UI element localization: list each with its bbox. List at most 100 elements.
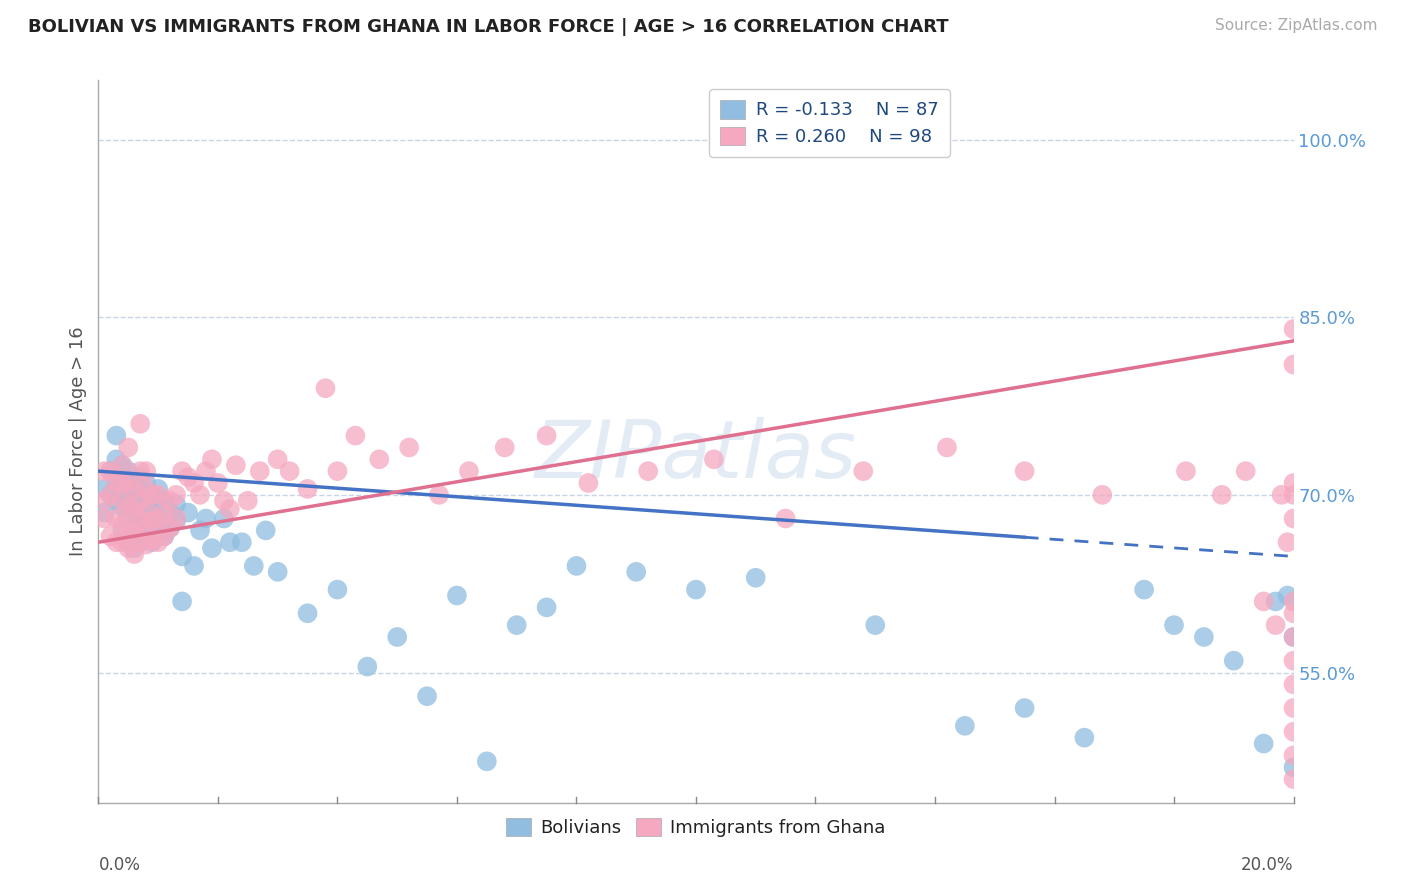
Point <box>98 529 122 543</box>
Point <box>135 488 157 502</box>
Point <box>212 493 235 508</box>
Point <box>865 618 887 632</box>
Point <box>297 482 319 496</box>
Point <box>172 549 194 564</box>
Point <box>124 506 146 520</box>
Point <box>159 493 181 508</box>
Point <box>1253 594 1275 608</box>
Point <box>124 521 146 535</box>
Point <box>745 571 768 585</box>
Point <box>1282 748 1305 763</box>
Point <box>111 535 134 549</box>
Point <box>141 488 163 502</box>
Point <box>135 482 157 496</box>
Point <box>243 558 266 573</box>
Point <box>1253 737 1275 751</box>
Point <box>1234 464 1257 478</box>
Point <box>1264 594 1286 608</box>
Point <box>219 502 242 516</box>
Point <box>135 502 157 516</box>
Point <box>148 535 170 549</box>
Point <box>111 482 134 496</box>
Point <box>195 511 218 525</box>
Point <box>356 659 378 673</box>
Point <box>506 618 529 632</box>
Point <box>105 511 128 525</box>
Point <box>172 594 194 608</box>
Point <box>111 493 134 508</box>
Point <box>135 514 157 528</box>
Point <box>315 381 337 395</box>
Point <box>153 529 176 543</box>
Point <box>141 521 163 535</box>
Point <box>398 441 420 455</box>
Point <box>578 475 600 490</box>
Point <box>117 441 139 455</box>
Text: 20.0%: 20.0% <box>1241 856 1294 874</box>
Point <box>626 565 648 579</box>
Point <box>93 482 115 496</box>
Point <box>188 488 211 502</box>
Point <box>458 464 481 478</box>
Point <box>446 589 468 603</box>
Point <box>685 582 707 597</box>
Text: BOLIVIAN VS IMMIGRANTS FROM GHANA IN LABOR FORCE | AGE > 16 CORRELATION CHART: BOLIVIAN VS IMMIGRANTS FROM GHANA IN LAB… <box>28 18 949 36</box>
Point <box>135 521 157 535</box>
Point <box>117 493 139 508</box>
Point <box>141 514 163 528</box>
Text: Source: ZipAtlas.com: Source: ZipAtlas.com <box>1215 18 1378 33</box>
Text: 0.0%: 0.0% <box>98 856 141 874</box>
Point <box>236 493 259 508</box>
Point <box>117 535 139 549</box>
Point <box>93 511 115 525</box>
Point <box>225 458 247 473</box>
Point <box>124 482 146 496</box>
Point <box>153 514 176 528</box>
Point <box>637 464 659 478</box>
Point <box>111 458 134 473</box>
Point <box>201 452 224 467</box>
Point <box>183 475 205 490</box>
Point <box>1223 654 1246 668</box>
Point <box>1014 701 1036 715</box>
Point <box>148 497 170 511</box>
Point <box>129 514 152 528</box>
Point <box>368 452 391 467</box>
Point <box>703 452 725 467</box>
Point <box>124 541 146 556</box>
Point <box>135 475 157 490</box>
Point <box>344 428 367 442</box>
Point <box>129 502 152 516</box>
Text: ZIPatlas: ZIPatlas <box>534 417 858 495</box>
Point <box>129 535 152 549</box>
Point <box>183 558 205 573</box>
Point <box>165 497 187 511</box>
Point <box>159 521 181 535</box>
Point <box>195 464 218 478</box>
Point <box>148 524 170 538</box>
Point <box>231 535 253 549</box>
Point <box>188 524 211 538</box>
Point <box>385 630 409 644</box>
Point <box>148 488 170 502</box>
Point <box>159 521 181 535</box>
Point <box>1192 630 1215 644</box>
Point <box>129 470 152 484</box>
Point <box>93 464 115 478</box>
Point <box>427 488 450 502</box>
Point <box>297 607 319 621</box>
Point <box>153 493 176 508</box>
Point <box>98 464 122 478</box>
Point <box>416 689 439 703</box>
Point <box>267 565 290 579</box>
Point <box>105 475 128 490</box>
Point <box>177 470 200 484</box>
Point <box>1277 535 1299 549</box>
Point <box>129 464 152 478</box>
Point <box>129 517 152 532</box>
Point <box>1282 630 1305 644</box>
Point <box>177 506 200 520</box>
Point <box>98 488 122 502</box>
Point <box>98 488 122 502</box>
Point <box>105 493 128 508</box>
